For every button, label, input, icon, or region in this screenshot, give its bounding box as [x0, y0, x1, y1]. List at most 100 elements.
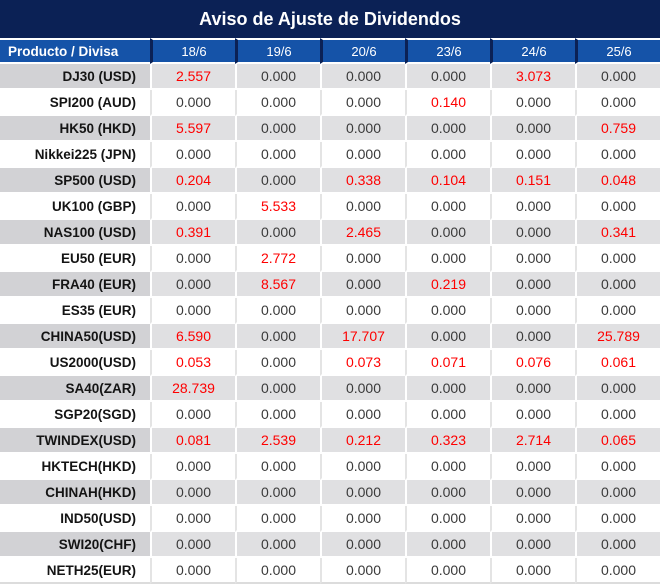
table-header-row: Producto / Divisa 18/6 19/6 20/6 23/6 24/6 25/…: [0, 38, 660, 64]
value-cell: 0.000: [405, 506, 490, 532]
value-cell: 0.000: [405, 298, 490, 324]
value-cell: 0.071: [405, 350, 490, 376]
value-cell: 0.000: [150, 402, 235, 428]
table-row: TWINDEX(USD) 0.081 2.539 0.212 0.323 2.714 0.0…: [0, 428, 660, 454]
value-cell: 0.076: [490, 350, 575, 376]
value-cell: 0.000: [235, 376, 320, 402]
table-row: Nikkei225 (JPN) 0.000 0.000 0.000 0.000 0.000…: [0, 142, 660, 168]
value-cell: 25.789: [575, 324, 660, 350]
product-cell: ES35 (EUR): [0, 298, 150, 324]
column-header-date: 18/6: [150, 38, 235, 64]
table-row: SWI20(CHF) 0.000 0.000 0.000 0.000 0.000 0.000: [0, 532, 660, 558]
value-cell: 0.000: [320, 272, 405, 298]
value-cell: 0.000: [150, 246, 235, 272]
value-cell: 0.000: [235, 454, 320, 480]
value-cell: 0.000: [405, 116, 490, 142]
table-row: SPI200 (AUD) 0.000 0.000 0.000 0.140 0.000 0.0…: [0, 90, 660, 116]
value-cell: 0.000: [405, 246, 490, 272]
value-cell: 0.000: [320, 90, 405, 116]
value-cell: 0.061: [575, 350, 660, 376]
value-cell: 0.000: [235, 532, 320, 558]
value-cell: 0.000: [320, 246, 405, 272]
value-cell: 2.557: [150, 64, 235, 90]
value-cell: 0.000: [150, 532, 235, 558]
value-cell: 0.000: [405, 64, 490, 90]
table-row: FRA40 (EUR) 0.000 8.567 0.000 0.219 0.000 0.00…: [0, 272, 660, 298]
value-cell: 8.567: [235, 272, 320, 298]
value-cell: 0.000: [320, 298, 405, 324]
table-row: HK50 (HKD) 5.597 0.000 0.000 0.000 0.000 0.759: [0, 116, 660, 142]
value-cell: 0.000: [575, 506, 660, 532]
value-cell: 0.000: [575, 480, 660, 506]
value-cell: 0.000: [490, 324, 575, 350]
value-cell: 5.533: [235, 194, 320, 220]
value-cell: 0.000: [235, 324, 320, 350]
product-cell: US2000(USD): [0, 350, 150, 376]
value-cell: 0.000: [575, 558, 660, 584]
value-cell: 0.000: [490, 90, 575, 116]
product-cell: Nikkei225 (JPN): [0, 142, 150, 168]
value-cell: 0.000: [320, 64, 405, 90]
value-cell: 2.465: [320, 220, 405, 246]
value-cell: 0.000: [405, 558, 490, 584]
table-row: NETH25(EUR) 0.000 0.000 0.000 0.000 0.000 0.00…: [0, 558, 660, 584]
product-cell: CHINA50(USD): [0, 324, 150, 350]
value-cell: 0.338: [320, 168, 405, 194]
value-cell: 0.140: [405, 90, 490, 116]
column-header-date: 20/6: [320, 38, 405, 64]
value-cell: 6.590: [150, 324, 235, 350]
value-cell: 0.000: [490, 298, 575, 324]
column-header-product: Producto / Divisa: [0, 38, 150, 64]
product-cell: SPI200 (AUD): [0, 90, 150, 116]
value-cell: 0.000: [150, 480, 235, 506]
value-cell: 0.000: [320, 116, 405, 142]
table-row: CHINAH(HKD) 0.000 0.000 0.000 0.000 0.000 0.00…: [0, 480, 660, 506]
value-cell: 0.000: [490, 142, 575, 168]
value-cell: 0.000: [490, 194, 575, 220]
value-cell: 0.341: [575, 220, 660, 246]
value-cell: 0.000: [320, 376, 405, 402]
value-cell: 0.000: [575, 402, 660, 428]
value-cell: 0.000: [150, 142, 235, 168]
table-row: ES35 (EUR) 0.000 0.000 0.000 0.000 0.000 0.000: [0, 298, 660, 324]
value-cell: 3.073: [490, 64, 575, 90]
value-cell: 0.000: [490, 558, 575, 584]
value-cell: 0.081: [150, 428, 235, 454]
value-cell: 0.219: [405, 272, 490, 298]
product-cell: UK100 (GBP): [0, 194, 150, 220]
value-cell: 0.000: [150, 194, 235, 220]
value-cell: 0.000: [235, 480, 320, 506]
value-cell: 0.212: [320, 428, 405, 454]
table-row: SGP20(SGD) 0.000 0.000 0.000 0.000 0.000 0.000: [0, 402, 660, 428]
value-cell: 0.000: [490, 532, 575, 558]
value-cell: 0.000: [150, 558, 235, 584]
value-cell: 17.707: [320, 324, 405, 350]
page-title: Aviso de Ajuste de Dividendos: [0, 0, 660, 38]
value-cell: 0.000: [235, 116, 320, 142]
value-cell: 0.000: [320, 506, 405, 532]
product-cell: SWI20(CHF): [0, 532, 150, 558]
value-cell: 0.000: [150, 506, 235, 532]
product-cell: IND50(USD): [0, 506, 150, 532]
value-cell: 0.391: [150, 220, 235, 246]
product-cell: DJ30 (USD): [0, 64, 150, 90]
table-row: SA40(ZAR) 28.739 0.000 0.000 0.000 0.000 0.000: [0, 376, 660, 402]
table-row: NAS100 (USD) 0.391 0.000 2.465 0.000 0.000 0.3…: [0, 220, 660, 246]
value-cell: 0.000: [490, 116, 575, 142]
value-cell: 0.065: [575, 428, 660, 454]
value-cell: 0.000: [575, 532, 660, 558]
value-cell: 0.000: [490, 272, 575, 298]
value-cell: 0.000: [575, 142, 660, 168]
product-cell: CHINAH(HKD): [0, 480, 150, 506]
product-cell: HKTECH(HKD): [0, 454, 150, 480]
value-cell: 0.000: [490, 480, 575, 506]
value-cell: 0.000: [235, 402, 320, 428]
column-header-date: 19/6: [235, 38, 320, 64]
product-cell: FRA40 (EUR): [0, 272, 150, 298]
value-cell: 0.323: [405, 428, 490, 454]
value-cell: 0.053: [150, 350, 235, 376]
value-cell: 0.000: [490, 220, 575, 246]
value-cell: 0.000: [235, 506, 320, 532]
value-cell: 0.000: [150, 90, 235, 116]
